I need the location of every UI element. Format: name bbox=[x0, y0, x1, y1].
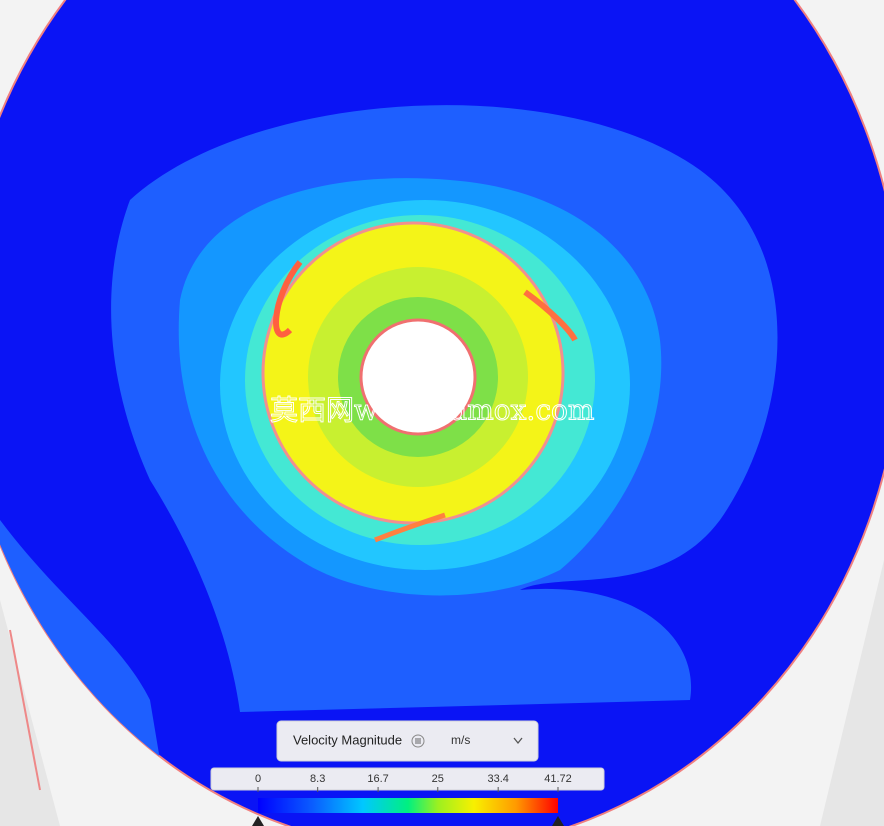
colorbar-ticks: 0 8.3 16.7 25 33.4 41.72 bbox=[255, 773, 572, 792]
watermark: 莫西网www.3dmox.com bbox=[270, 394, 594, 427]
colorbar bbox=[258, 798, 558, 813]
blade bbox=[374, 512, 446, 543]
blade bbox=[523, 289, 578, 342]
legend-header[interactable] bbox=[276, 720, 539, 762]
tick-label: 33.4 bbox=[487, 773, 508, 785]
range-handle[interactable] bbox=[252, 816, 264, 826]
icon-lines bbox=[415, 738, 421, 744]
edge bbox=[9, 629, 41, 791]
tick-label: 0 bbox=[255, 773, 261, 785]
dropdown-chevron[interactable] bbox=[513, 737, 523, 745]
colorbar-panel bbox=[210, 767, 605, 791]
field-icon[interactable] bbox=[411, 734, 425, 748]
field-name: Velocity Magnitude bbox=[293, 732, 402, 747]
tick-label: 41.72 bbox=[544, 773, 572, 785]
unit: m/s bbox=[451, 733, 470, 747]
blade bbox=[273, 260, 303, 338]
range-handle[interactable] bbox=[552, 816, 564, 826]
shaft-hole bbox=[359, 318, 477, 436]
tick-label: 8.3 bbox=[310, 773, 325, 785]
tick-label: 16.7 bbox=[367, 773, 388, 785]
tick-label: 25 bbox=[432, 773, 444, 785]
